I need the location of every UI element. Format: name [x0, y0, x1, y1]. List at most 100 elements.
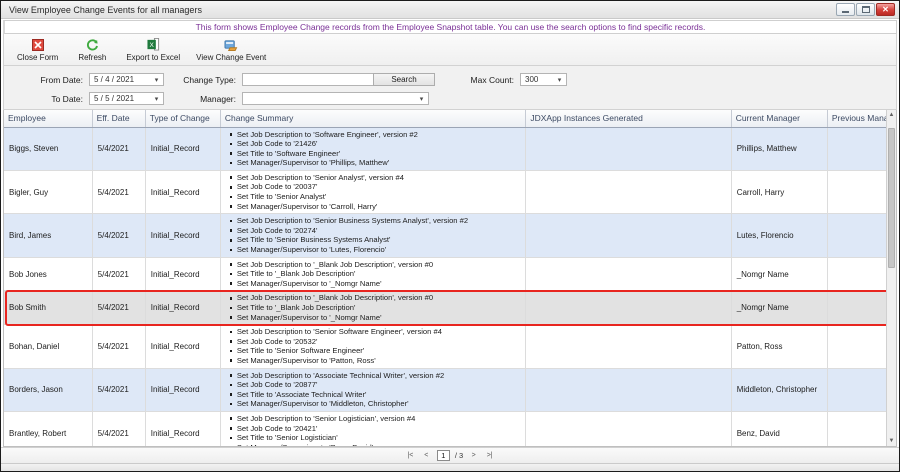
cell-employee: Bohan, Daniel: [4, 324, 93, 369]
column-header-change-summary[interactable]: Change Summary: [220, 110, 527, 128]
max-count-value: 300: [525, 75, 539, 84]
change-summary-item: Set Job Description to 'Software Enginee…: [229, 130, 521, 140]
cell-previous-manager: [827, 290, 896, 326]
chevron-down-icon[interactable]: ▾: [419, 95, 424, 103]
change-summary-item: Set Job Code to '20532': [229, 337, 521, 347]
column-header-jdxapp-instances[interactable]: JDXApp Instances Generated: [525, 110, 732, 128]
change-summary-list: Set Job Description to 'Senior Logistici…: [226, 414, 521, 446]
cell-change-summary: Set Job Description to 'Associate Techni…: [220, 368, 527, 412]
change-summary-item: Set Job Description to 'Associate Techni…: [229, 371, 521, 381]
cell-employee: Borders, Jason: [4, 368, 93, 412]
cell-employee: Bob Jones: [4, 257, 93, 292]
chevron-down-icon[interactable]: ▾: [154, 76, 159, 84]
to-date-field: To Date: 5 / 5 / 2021 ▾: [14, 92, 164, 105]
cell-previous-manager: [827, 170, 896, 215]
close-form-icon: [31, 38, 44, 52]
change-summary-item: Set Manager/Supervisor to 'Patton, Ross': [229, 356, 521, 366]
vertical-scrollbar[interactable]: ▲ ▼: [886, 110, 896, 446]
cell-type-of-change: Initial_Record: [145, 411, 221, 446]
cell-eff-date: 5/4/2021: [92, 290, 146, 326]
cell-jdxapp-instances: [525, 257, 732, 292]
change-summary-item: Set Title to 'Senior Software Engineer': [229, 346, 521, 356]
table-row[interactable]: Bob Jones 5/4/2021 Initial_Record Set Job D…: [4, 257, 896, 292]
change-summary-item: Set Title to 'Associate Technical Writer…: [229, 390, 521, 400]
first-page-button[interactable]: |<: [407, 452, 414, 459]
cell-employee: Bird, James: [4, 213, 93, 258]
manager-input[interactable]: ▾: [242, 92, 429, 105]
close-button[interactable]: ✕: [876, 3, 895, 16]
title-bar: View Employee Change Events for all mana…: [1, 1, 899, 19]
table-row[interactable]: Bohan, Daniel 5/4/2021 Initial_Record Set J…: [4, 324, 896, 369]
minimize-button[interactable]: [836, 3, 855, 16]
view-change-event-button[interactable]: View Change Event: [193, 38, 269, 62]
table-row[interactable]: Bird, James 5/4/2021 Initial_Record Set Job…: [4, 213, 896, 258]
change-summary-item: Set Manager/Supervisor to '_Nomgr Name': [229, 313, 521, 323]
column-header-eff-date[interactable]: Eff. Date: [92, 110, 146, 128]
cell-current-manager: Benz, David: [731, 411, 828, 446]
cell-current-manager: Patton, Ross: [731, 324, 828, 369]
change-summary-list: Set Job Description to 'Senior Business …: [226, 216, 521, 254]
cell-jdxapp-instances: [525, 213, 732, 258]
change-summary-item: Set Manager/Supervisor to 'Benz, David': [237, 443, 521, 446]
column-header-previous-manager[interactable]: Previous Manager: [827, 110, 896, 128]
table-row[interactable]: Borders, Jason 5/4/2021 Initial_Record Set …: [4, 368, 896, 412]
table-row[interactable]: Biggs, Steven 5/4/2021 Initial_Record Set J…: [4, 127, 896, 171]
cell-type-of-change: Initial_Record: [145, 170, 221, 215]
cell-jdxapp-instances: [525, 170, 732, 215]
max-count-field: Max Count: 300 ▾: [459, 73, 567, 86]
excel-icon: X: [147, 38, 160, 52]
from-date-input[interactable]: 5 / 4 / 2021 ▾: [89, 73, 164, 86]
change-summary-item: Set Job Description to 'Senior Logistici…: [229, 414, 521, 424]
table-header: Employee Eff. Date Type of Change Change…: [4, 110, 896, 128]
change-summary-list: Set Job Description to 'Associate Techni…: [226, 371, 521, 409]
change-events-table: Employee Eff. Date Type of Change Change…: [4, 110, 896, 446]
export-to-excel-button[interactable]: X Export to Excel: [123, 38, 183, 62]
refresh-button[interactable]: Refresh: [71, 38, 113, 62]
change-summary-item: Set Title to 'Software Engineer': [229, 149, 521, 159]
table-row[interactable]: Bob Smith 5/4/2021 Initial_Record Set Job D…: [4, 290, 896, 326]
cell-employee: Brantley, Robert: [4, 411, 93, 446]
change-summary-item: Set Title to '_Blank Job Description': [229, 269, 521, 279]
maximize-button[interactable]: [856, 3, 875, 16]
change-summary-item: Set Manager/Supervisor to '_Nomgr Name': [229, 279, 521, 289]
cell-current-manager: Carroll, Harry: [731, 170, 828, 215]
refresh-icon: [86, 38, 99, 52]
cell-jdxapp-instances: [525, 368, 732, 412]
cell-current-manager: Phillips, Matthew: [731, 127, 828, 171]
current-page-input[interactable]: 1: [436, 450, 450, 461]
column-header-employee[interactable]: Employee: [4, 110, 93, 128]
close-form-button[interactable]: Close Form: [14, 38, 61, 62]
table-row[interactable]: Brantley, Robert 5/4/2021 Initial_Record Se…: [4, 411, 896, 446]
cell-employee: Bob Smith: [4, 290, 93, 326]
manager-label: Manager:: [200, 93, 236, 104]
change-summary-item: Set Job Code to '21426': [229, 139, 521, 149]
scroll-up-icon[interactable]: ▲: [887, 110, 896, 120]
scroll-down-icon[interactable]: ▼: [887, 436, 896, 446]
last-page-button[interactable]: >|: [486, 452, 493, 459]
scrollbar-thumb[interactable]: [888, 128, 895, 268]
change-summary-item: Set Job Description to '_Blank Job Descr…: [229, 293, 521, 303]
change-summary-item: Set Title to 'Senior Business Systems An…: [229, 235, 521, 245]
status-bar: [1, 463, 899, 471]
cell-eff-date: 5/4/2021: [92, 324, 146, 369]
cell-eff-date: 5/4/2021: [92, 411, 146, 446]
to-date-label: To Date:: [51, 93, 83, 104]
table-row[interactable]: Bigler, Guy 5/4/2021 Initial_Record Set Job…: [4, 170, 896, 215]
change-summary-item: Set Title to 'Senior Analyst': [229, 192, 521, 202]
change-summary-item: Set Manager/Supervisor to 'Lutes, Floren…: [229, 245, 521, 255]
cell-previous-manager: [827, 411, 896, 446]
search-button[interactable]: Search: [373, 73, 435, 86]
from-date-label: From Date:: [40, 74, 83, 85]
view-event-icon: [224, 38, 238, 52]
to-date-input[interactable]: 5 / 5 / 2021 ▾: [89, 92, 164, 105]
change-summary-item: Set Manager/Supervisor to 'Middleton, Ch…: [229, 399, 521, 409]
next-page-button[interactable]: >: [471, 452, 476, 459]
chevron-down-icon[interactable]: ▾: [154, 95, 159, 103]
previous-page-button[interactable]: <: [424, 452, 429, 459]
change-summary-list: Set Job Description to 'Senior Analyst',…: [226, 173, 521, 211]
results-grid: Employee Eff. Date Type of Change Change…: [3, 110, 897, 447]
column-header-type-of-change[interactable]: Type of Change: [145, 110, 221, 128]
chevron-down-icon[interactable]: ▾: [557, 76, 562, 84]
max-count-input[interactable]: 300 ▾: [520, 73, 567, 86]
column-header-current-manager[interactable]: Current Manager: [731, 110, 828, 128]
